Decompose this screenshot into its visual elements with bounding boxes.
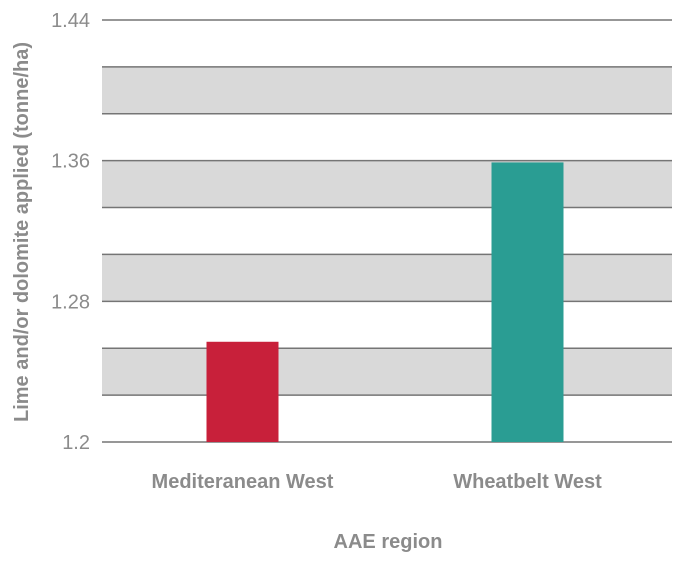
y-tick-label: 1.44	[51, 10, 90, 32]
grid-band	[102, 348, 672, 396]
grid-bands	[102, 66, 672, 396]
y-axis-title: Lime and/or dolomite applied (tonne/ha)	[11, 42, 33, 422]
x-tick-label: Mediteranean West	[152, 471, 334, 493]
grid-band	[102, 254, 672, 302]
x-category-labels: Mediteranean West Wheatbelt West	[152, 471, 603, 493]
grid-band	[102, 66, 672, 114]
bar-2	[491, 162, 564, 443]
bars	[206, 162, 564, 443]
x-axis-title: AAE region	[334, 531, 443, 553]
gridlines	[102, 19, 672, 443]
y-tick-label: 1.2	[62, 432, 90, 454]
y-tick-label: 1.36	[51, 151, 90, 173]
grid-band	[102, 160, 672, 208]
y-tick-label: 1.28	[51, 291, 90, 313]
bar-1	[206, 341, 279, 442]
x-tick-label: Wheatbelt West	[453, 471, 602, 493]
y-tick-labels: 1.2 1.28 1.36 1.44	[51, 10, 90, 454]
